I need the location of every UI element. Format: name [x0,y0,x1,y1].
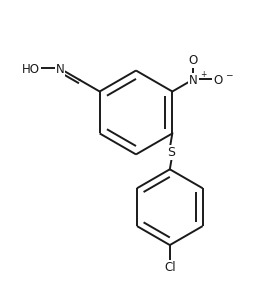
Text: O: O [189,54,198,67]
Text: S: S [167,146,175,159]
Text: N: N [55,63,64,77]
Text: O: O [213,74,222,87]
Text: +: + [200,70,206,79]
Text: HO: HO [21,63,40,77]
Text: N: N [189,74,198,87]
Text: −: − [225,70,233,79]
Text: Cl: Cl [164,261,176,274]
